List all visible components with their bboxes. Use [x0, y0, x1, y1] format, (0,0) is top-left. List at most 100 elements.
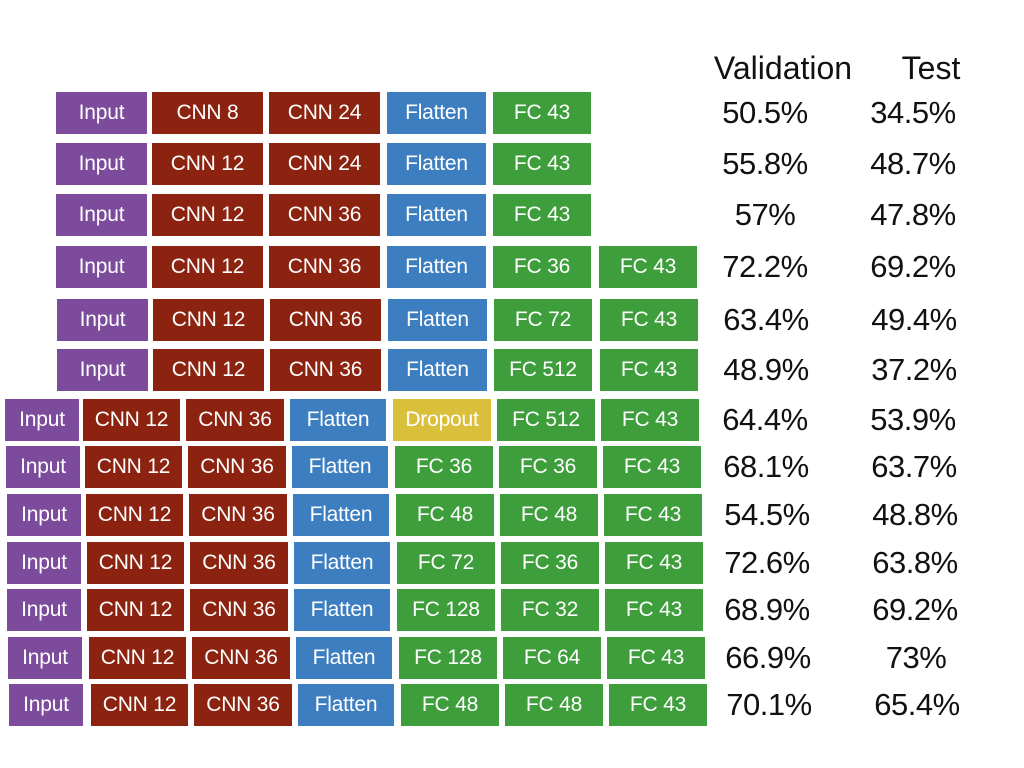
test-accuracy: 73%	[885, 640, 947, 675]
cnn-layer-block: CNN 12	[83, 399, 180, 441]
validation-accuracy: 63.4%	[723, 302, 809, 337]
flatten-layer-block: Flatten	[387, 92, 486, 134]
input-layer-block: Input	[7, 589, 81, 631]
flatten-layer-block: Flatten	[387, 194, 486, 236]
validation-accuracy: 72.2%	[722, 249, 808, 284]
input-layer-block: Input	[9, 684, 83, 726]
fc-layer-block: FC 48	[396, 494, 494, 536]
validation-accuracy: 72.6%	[724, 545, 810, 580]
test-accuracy: 47.8%	[870, 197, 956, 232]
validation-accuracy: 68.1%	[723, 449, 809, 484]
flatten-layer-block: Flatten	[290, 399, 386, 441]
test-header: Test	[901, 49, 961, 86]
cnn-layer-block: CNN 12	[86, 494, 183, 536]
input-layer-block: Input	[5, 399, 79, 441]
fc-layer-block: FC 43	[605, 589, 703, 631]
cnn-layer-block: CNN 24	[269, 92, 380, 134]
test-accuracy: 69.2%	[872, 592, 958, 627]
fc-layer-block: FC 48	[500, 494, 598, 536]
validation-accuracy: 54.5%	[724, 497, 810, 532]
cnn-layer-block: CNN 12	[89, 637, 186, 679]
flatten-layer-block: Flatten	[296, 637, 392, 679]
fc-layer-block: FC 36	[501, 542, 599, 584]
fc-layer-block: FC 43	[601, 399, 699, 441]
fc-layer-block: FC 43	[493, 92, 591, 134]
test-accuracy: 53.9%	[870, 402, 956, 437]
cnn-layer-block: CNN 36	[190, 542, 288, 584]
flatten-layer-block: Flatten	[388, 349, 487, 391]
test-accuracy: 34.5%	[870, 95, 956, 130]
flatten-layer-block: Flatten	[294, 589, 390, 631]
cnn-layer-block: CNN 24	[269, 143, 380, 185]
fc-layer-block: FC 36	[493, 246, 591, 288]
cnn-layer-block: CNN 12	[85, 446, 182, 488]
test-accuracy: 69.2%	[870, 249, 956, 284]
flatten-layer-block: Flatten	[294, 542, 390, 584]
input-layer-block: Input	[57, 349, 148, 391]
fc-layer-block: FC 43	[493, 143, 591, 185]
dropout-layer-block: Dropout	[393, 399, 491, 441]
cnn-layer-block: CNN 36	[189, 494, 287, 536]
flatten-layer-block: Flatten	[293, 494, 389, 536]
fc-layer-block: FC 43	[603, 446, 701, 488]
validation-accuracy: 48.9%	[723, 352, 809, 387]
fc-layer-block: FC 43	[600, 299, 698, 341]
input-layer-block: Input	[56, 143, 147, 185]
flatten-layer-block: Flatten	[387, 143, 486, 185]
cnn-layer-block: CNN 36	[269, 194, 380, 236]
cnn-layer-block: CNN 12	[153, 299, 264, 341]
cnn-layer-block: CNN 36	[192, 637, 290, 679]
fc-layer-block: FC 128	[399, 637, 497, 679]
validation-accuracy: 70.1%	[726, 687, 812, 722]
test-accuracy: 65.4%	[874, 687, 960, 722]
test-accuracy: 49.4%	[871, 302, 957, 337]
input-layer-block: Input	[8, 637, 82, 679]
fc-layer-block: FC 43	[600, 349, 698, 391]
test-accuracy: 37.2%	[871, 352, 957, 387]
validation-header: Validation	[713, 49, 853, 86]
fc-layer-block: FC 32	[501, 589, 599, 631]
fc-layer-block: FC 43	[605, 542, 703, 584]
flatten-layer-block: Flatten	[292, 446, 388, 488]
cnn-layer-block: CNN 12	[87, 542, 184, 584]
cnn-layer-block: CNN 12	[152, 194, 263, 236]
input-layer-block: Input	[57, 299, 148, 341]
fc-layer-block: FC 512	[494, 349, 592, 391]
cnn-layer-block: CNN 36	[186, 399, 284, 441]
cnn-layer-block: CNN 12	[91, 684, 188, 726]
fc-layer-block: FC 43	[604, 494, 702, 536]
cnn-layer-block: CNN 36	[188, 446, 286, 488]
input-layer-block: Input	[56, 92, 147, 134]
input-layer-block: Input	[56, 194, 147, 236]
test-accuracy: 48.7%	[870, 146, 956, 181]
flatten-layer-block: Flatten	[388, 299, 487, 341]
cnn-layer-block: CNN 36	[270, 349, 381, 391]
cnn-layer-block: CNN 36	[270, 299, 381, 341]
cnn-layer-block: CNN 36	[190, 589, 288, 631]
cnn-layer-block: CNN 8	[152, 92, 263, 134]
test-accuracy: 63.8%	[872, 545, 958, 580]
fc-layer-block: FC 43	[607, 637, 705, 679]
cnn-layer-block: CNN 36	[269, 246, 380, 288]
input-layer-block: Input	[7, 494, 81, 536]
test-accuracy: 48.8%	[872, 497, 958, 532]
validation-accuracy: 64.4%	[722, 402, 808, 437]
input-layer-block: Input	[7, 542, 81, 584]
fc-layer-block: FC 43	[609, 684, 707, 726]
fc-layer-block: FC 36	[395, 446, 493, 488]
fc-layer-block: FC 43	[493, 194, 591, 236]
validation-accuracy: 55.8%	[722, 146, 808, 181]
fc-layer-block: FC 64	[503, 637, 601, 679]
fc-layer-block: FC 128	[397, 589, 495, 631]
input-layer-block: Input	[6, 446, 80, 488]
fc-layer-block: FC 72	[397, 542, 495, 584]
validation-accuracy: 66.9%	[725, 640, 811, 675]
fc-layer-block: FC 512	[497, 399, 595, 441]
fc-layer-block: FC 48	[401, 684, 499, 726]
validation-accuracy: 50.5%	[722, 95, 808, 130]
flatten-layer-block: Flatten	[298, 684, 394, 726]
fc-layer-block: FC 48	[505, 684, 603, 726]
test-accuracy: 63.7%	[871, 449, 957, 484]
input-layer-block: Input	[56, 246, 147, 288]
